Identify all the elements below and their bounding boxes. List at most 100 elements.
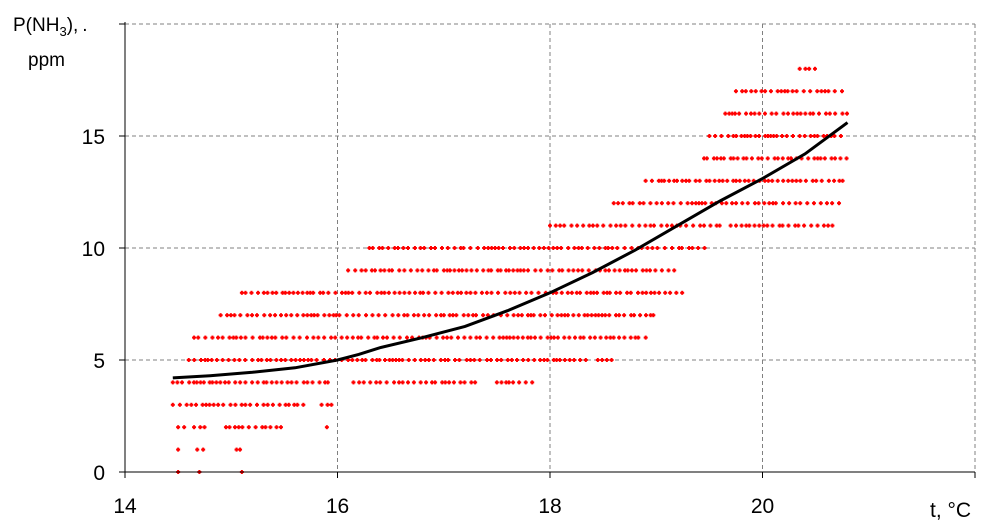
- data-point: [691, 201, 694, 206]
- data-point: [270, 380, 273, 385]
- data-point: [597, 313, 600, 318]
- data-point: [831, 201, 834, 206]
- data-point: [340, 335, 343, 340]
- data-point: [646, 246, 649, 250]
- data-point: [754, 134, 757, 138]
- data-point: [292, 290, 295, 295]
- data-point: [618, 313, 621, 318]
- data-point: [221, 335, 224, 340]
- data-point: [581, 268, 584, 273]
- data-point: [746, 134, 749, 138]
- data-point: [482, 268, 485, 273]
- data-point: [601, 313, 604, 318]
- data-point: [830, 156, 833, 161]
- data-point: [788, 201, 791, 206]
- data-point: [504, 290, 507, 295]
- data-point: [526, 335, 529, 340]
- data-point: [783, 89, 786, 94]
- data-point: [302, 402, 305, 407]
- data-point: [719, 156, 722, 161]
- data-point: [427, 268, 430, 273]
- data-point: [681, 290, 684, 295]
- data-point: [244, 402, 247, 407]
- data-point: [570, 223, 573, 228]
- data-point: [749, 134, 752, 138]
- data-point: [587, 268, 590, 273]
- data-point: [275, 425, 278, 430]
- data-point: [469, 246, 472, 250]
- data-point: [775, 134, 778, 138]
- data-point: [650, 178, 653, 183]
- data-point: [278, 402, 281, 407]
- data-point: [368, 246, 371, 250]
- data-point: [630, 313, 633, 318]
- data-point: [364, 290, 367, 295]
- data-point: [407, 380, 410, 385]
- data-point: [398, 268, 401, 273]
- data-point: [340, 290, 343, 295]
- data-point: [239, 313, 242, 318]
- data-point: [265, 380, 268, 385]
- data-point: [754, 89, 757, 94]
- data-point: [566, 290, 569, 295]
- data-point: [211, 380, 214, 385]
- data-point: [544, 290, 547, 295]
- data-point: [798, 66, 801, 71]
- data-point: [217, 335, 220, 340]
- data-point: [776, 156, 779, 161]
- data-point: [574, 335, 577, 340]
- data-point: [560, 246, 563, 250]
- data-point: [539, 313, 542, 318]
- x-tick-label: 18: [538, 495, 561, 518]
- data-point: [284, 358, 287, 362]
- data-point: [301, 290, 304, 295]
- data-point: [708, 134, 711, 138]
- data-point: [383, 268, 386, 273]
- data-point: [323, 313, 326, 318]
- data-point: [644, 223, 647, 228]
- data-point: [284, 402, 287, 407]
- data-point: [686, 201, 689, 206]
- data-point: [604, 268, 607, 273]
- data-point: [473, 358, 476, 362]
- data-point: [195, 402, 198, 407]
- data-point: [505, 380, 508, 385]
- data-point: [524, 380, 527, 385]
- data-point: [463, 380, 466, 385]
- data-point: [507, 268, 510, 273]
- data-point: [474, 290, 477, 295]
- data-point: [428, 335, 431, 340]
- data-point: [246, 313, 249, 318]
- data-point: [602, 290, 605, 295]
- data-point: [387, 290, 390, 295]
- data-point: [594, 313, 597, 318]
- data-point: [798, 134, 801, 138]
- data-point: [775, 111, 778, 116]
- data-point: [729, 223, 732, 228]
- data-point: [820, 89, 823, 94]
- data-point: [254, 425, 257, 430]
- data-point: [408, 290, 411, 295]
- data-point: [512, 268, 515, 273]
- data-point: [727, 134, 730, 138]
- data-point: [715, 223, 718, 228]
- data-point: [841, 111, 844, 116]
- data-point: [652, 313, 655, 318]
- data-point: [260, 358, 263, 362]
- data-point: [212, 402, 215, 407]
- data-point: [579, 358, 582, 362]
- data-point: [502, 335, 505, 340]
- data-point: [235, 335, 238, 340]
- data-point: [448, 380, 451, 385]
- data-point: [454, 358, 457, 362]
- data-point: [306, 313, 309, 318]
- data-point: [546, 335, 549, 340]
- data-point: [782, 111, 785, 116]
- data-point: [599, 335, 602, 340]
- data-point: [641, 290, 644, 295]
- data-point: [296, 290, 299, 295]
- data-point: [317, 335, 320, 340]
- data-point: [725, 201, 728, 206]
- data-point: [794, 223, 797, 228]
